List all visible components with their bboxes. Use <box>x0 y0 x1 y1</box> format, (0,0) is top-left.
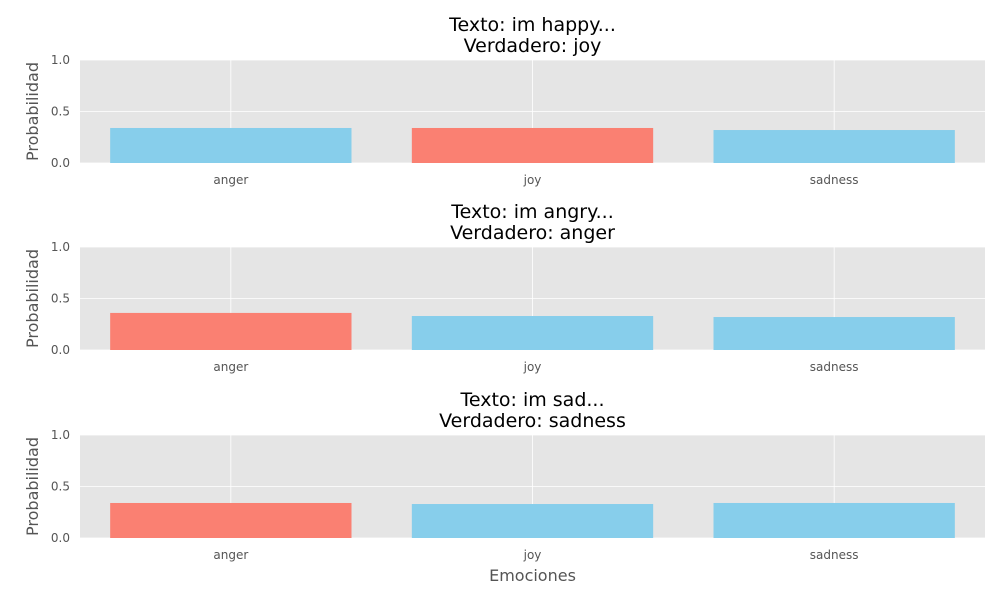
bar-anger <box>110 312 352 350</box>
chart-title-line1: Texto: im angry... <box>450 201 614 223</box>
y-axis-label: Probabilidad <box>23 62 42 161</box>
chart-title-line2: Verdadero: joy <box>464 35 602 57</box>
bar-joy <box>411 127 654 163</box>
y-tick-label: 0.5 <box>51 480 70 494</box>
bar-anger <box>110 127 352 163</box>
x-tick-label: anger <box>213 360 248 374</box>
x-tick-label: anger <box>213 548 248 562</box>
chart-title-line1: Texto: im sad... <box>459 389 604 411</box>
x-tick-label: anger <box>213 173 248 187</box>
y-axis-label: Probabilidad <box>23 249 42 348</box>
chart-title-line1: Texto: im happy... <box>448 14 616 36</box>
y-tick-label: 0.5 <box>51 105 70 119</box>
bar-joy <box>411 316 654 350</box>
y-tick-label: 1.0 <box>51 240 70 254</box>
bar-sadness <box>713 502 955 538</box>
bar-anger <box>110 502 352 538</box>
bar-joy <box>411 504 654 538</box>
x-tick-label: joy <box>523 548 542 562</box>
y-tick-label: 1.0 <box>51 428 70 442</box>
x-tick-label: sadness <box>810 173 859 187</box>
x-axis-label: Emociones <box>489 566 576 585</box>
bar-sadness <box>713 130 955 163</box>
y-axis-label: Probabilidad <box>23 437 42 536</box>
bar-sadness <box>713 317 955 350</box>
y-tick-label: 1.0 <box>51 53 70 67</box>
x-tick-label: sadness <box>810 360 859 374</box>
x-tick-label: joy <box>523 173 542 187</box>
y-tick-label: 0.0 <box>51 343 70 357</box>
chart-title-line2: Verdadero: sadness <box>439 410 626 432</box>
y-tick-label: 0.0 <box>51 156 70 170</box>
y-tick-label: 0.5 <box>51 292 70 306</box>
x-tick-label: joy <box>523 360 542 374</box>
x-tick-label: sadness <box>810 548 859 562</box>
chart-title-line2: Verdadero: anger <box>450 222 615 244</box>
y-tick-label: 0.0 <box>51 531 70 545</box>
